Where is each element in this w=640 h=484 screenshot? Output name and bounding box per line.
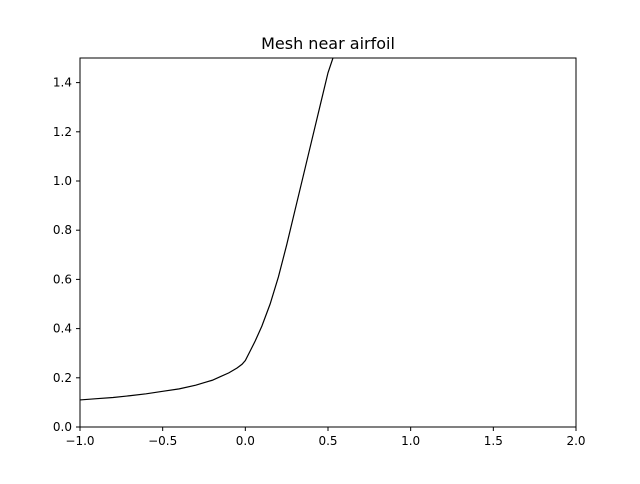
x-tick-label: 2.0 — [566, 434, 585, 448]
x-axis-ticks: −1.0 −0.5 0.0 0.5 1.0 1.5 2.0 — [65, 427, 586, 448]
x-tick-label: 0.0 — [236, 434, 255, 448]
series-line-0 — [80, 58, 334, 401]
x-tick-label: −0.5 — [148, 434, 177, 448]
x-tick-label: 1.5 — [484, 434, 503, 448]
chart-title: Mesh near airfoil — [261, 34, 395, 53]
x-tick-label: 1.0 — [401, 434, 420, 448]
y-axis-ticks: 0.0 0.2 0.4 0.6 0.8 1.0 1.2 1.4 — [53, 76, 80, 434]
y-tick-label: 0.2 — [53, 371, 72, 385]
y-tick-label: 0.8 — [53, 223, 72, 237]
y-tick-label: 0.6 — [53, 272, 72, 286]
y-tick-label: 1.2 — [53, 125, 72, 139]
y-tick-label: 1.4 — [53, 76, 72, 90]
plot-area — [80, 58, 334, 401]
y-tick-label: 1.0 — [53, 174, 72, 188]
x-tick-label: 0.5 — [318, 434, 337, 448]
y-tick-label: 0.0 — [53, 420, 72, 434]
x-tick-label: −1.0 — [65, 434, 94, 448]
y-tick-label: 0.4 — [53, 322, 72, 336]
